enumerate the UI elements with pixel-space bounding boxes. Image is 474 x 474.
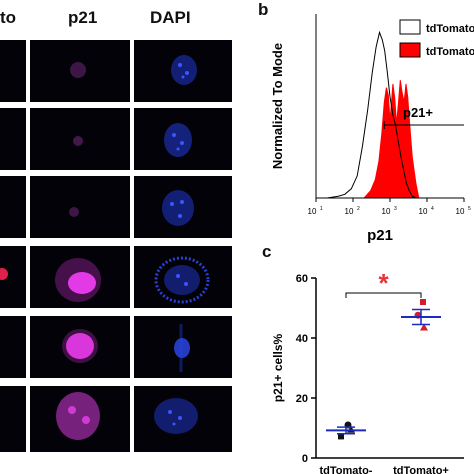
- tdtomato-tile: [0, 176, 26, 238]
- tdtomato-tile: [0, 246, 26, 308]
- dapi-tile: [134, 176, 232, 238]
- micro-row-6: [0, 386, 232, 452]
- column-header-dapi: DAPI: [150, 8, 191, 27]
- panel-letter-c: c: [262, 242, 272, 261]
- x-tick-exponent: 1: [320, 206, 323, 212]
- y-tick-label: 60: [296, 273, 308, 285]
- x-tick-label: 10: [419, 207, 428, 216]
- p21-tile: [30, 316, 130, 378]
- tdtomato-tile: [0, 316, 26, 378]
- legend-swatch-pos: [399, 42, 421, 58]
- x-tick-label: 10: [345, 207, 354, 216]
- x-tick-label: 10: [308, 207, 317, 216]
- x-tick-label: 10: [382, 207, 391, 216]
- legend-swatch-neg: [399, 19, 421, 35]
- flow-histogram: 101102103104105p21+tdTomato-tdTomato+p21…: [270, 14, 474, 244]
- x-tick-label: 10: [456, 207, 465, 216]
- tdtomato-tile: [0, 40, 26, 102]
- dapi-tile: [134, 246, 232, 308]
- y-tick-label: 40: [296, 333, 308, 345]
- p21-tile: [30, 40, 130, 102]
- micro-row-1: [0, 40, 232, 102]
- y-tick-label: 0: [302, 453, 308, 465]
- y-axis-title: p21+ cells%: [271, 333, 285, 402]
- significance-star: *: [378, 268, 389, 298]
- p21-tile: [30, 386, 130, 452]
- data-point: [338, 433, 344, 440]
- dapi-tile: [134, 108, 232, 170]
- micro-row-4: [0, 246, 232, 308]
- series-tdtomato-neg-line: [327, 30, 417, 199]
- x-tick-exponent: 3: [394, 206, 397, 212]
- x-tick-exponent: 2: [357, 206, 360, 212]
- dapi-tile: [134, 40, 232, 102]
- y-axis-title: Normalized To Mode: [270, 43, 285, 169]
- x-tick-exponent: 4: [431, 206, 434, 212]
- p21-tile: [30, 176, 130, 238]
- significance-bracket: [345, 292, 422, 298]
- p21-tile: [30, 108, 130, 170]
- panel-letter-b: b: [258, 0, 269, 19]
- tdtomato-tile: [0, 108, 26, 170]
- micro-row-2: [0, 108, 232, 170]
- x-category-label: tdTomato-: [320, 465, 373, 474]
- gate-label: p21+: [403, 105, 433, 120]
- y-tick-label: 20: [296, 393, 308, 405]
- x-category-label: tdTomato+: [393, 465, 449, 474]
- column-header-tdtomato: to: [0, 8, 17, 27]
- legend-label-neg: tdTomato-: [426, 23, 474, 35]
- data-point: [420, 299, 426, 305]
- scatter-plot: 0 20 40 60 tdTomato-tdTomato+ p21+ cells% *: [271, 268, 464, 474]
- tdtomato-tile: [0, 386, 26, 452]
- dapi-tile: [134, 386, 232, 452]
- dapi-tile: [134, 316, 232, 378]
- p21-tile: [30, 246, 130, 308]
- x-axis-title: p21: [367, 227, 393, 244]
- micro-row-5: [0, 316, 232, 378]
- series-tdtomato-pos-area: [362, 80, 420, 199]
- data-point: [420, 323, 428, 331]
- legend-label-pos: tdTomato+: [426, 46, 474, 58]
- micro-row-3: [0, 176, 232, 238]
- column-header-p21: p21: [68, 8, 98, 27]
- x-tick-exponent: 5: [468, 206, 471, 212]
